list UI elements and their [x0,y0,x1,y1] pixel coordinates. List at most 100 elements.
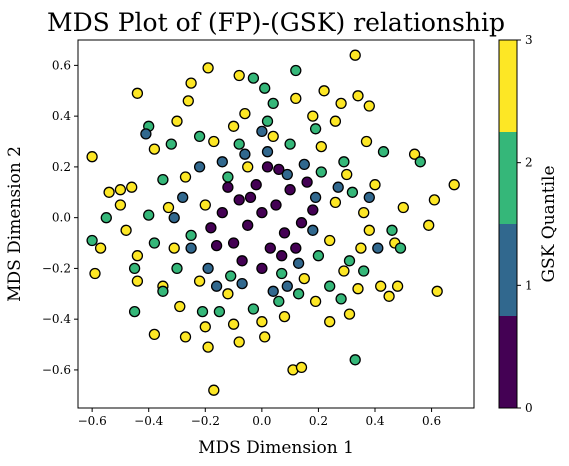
data-point [148,143,161,155]
data-point [290,64,302,77]
data-point [157,285,169,297]
data-point [250,179,262,191]
data-point [346,186,359,198]
data-point [391,280,404,292]
data-point [397,201,409,214]
data-point [284,184,296,196]
data-point [216,206,228,219]
data-point [270,199,282,211]
y-tick-label: −0.6 [42,363,71,377]
data-point [202,62,214,74]
y-axis: −0.6 −0.4 −0.2 0.0 0.2 0.4 0.6 [42,58,78,377]
data-point [295,361,308,374]
data-point [216,156,228,168]
y-tick-label: 0.4 [52,109,71,123]
data-point [128,262,141,275]
data-point [341,168,353,181]
data-point [383,290,395,302]
chart-title: MDS Plot of (FP)-(GSK) relationship [47,8,505,37]
data-point [227,120,240,132]
data-point [301,176,313,188]
data-point [343,255,356,267]
data-point [199,199,211,211]
data-point [148,237,161,249]
data-point [358,265,370,277]
data-point [131,275,144,287]
data-point [276,250,288,262]
data-point [414,156,426,168]
data-point [185,229,197,242]
data-point [225,270,237,282]
data-point [312,250,325,262]
y-tick-label: 0.0 [52,211,71,225]
y-tick-label: 0.2 [52,160,71,174]
data-point [205,222,217,234]
data-point [298,272,310,285]
data-point [318,85,330,97]
colorbar-band [499,316,517,408]
data-point [281,168,293,181]
data-point [259,331,271,343]
data-point [431,285,443,297]
data-point [369,179,381,191]
data-point [315,166,327,178]
data-point [222,171,234,183]
data-point [196,305,209,318]
data-point [114,184,127,196]
y-tick-label: −0.2 [42,261,71,275]
data-point [375,280,387,292]
data-point [239,148,251,160]
data-point [126,181,138,193]
data-point [338,265,350,277]
y-axis-label: MDS Dimension 2 [5,146,25,302]
data-point [233,194,245,206]
data-point [131,87,144,99]
data-point [335,97,347,110]
data-point [448,179,460,191]
data-point [343,308,356,320]
data-point [208,135,220,148]
data-point [363,100,375,112]
data-point [128,305,141,318]
colorbar-tick-label: 3 [525,33,533,47]
data-point [120,224,132,236]
data-point [140,128,152,140]
data-point [193,130,206,143]
data-point [309,295,322,308]
x-tick-label: 0.2 [309,414,328,428]
data-point [157,173,169,186]
data-point [276,267,288,280]
data-point [278,310,291,323]
data-point [247,72,260,84]
data-point [394,242,407,254]
data-point [236,255,248,267]
data-point [278,227,291,239]
data-point [352,283,364,295]
data-point [256,125,268,138]
data-point [329,115,342,127]
data-point [292,257,305,269]
plot-frame [77,39,475,409]
data-point [222,181,234,193]
data-point [284,138,296,150]
data-point [208,384,220,396]
x-tick-label: 0.0 [252,414,271,428]
data-point [236,277,248,290]
data-point [349,354,361,366]
data-point [168,242,180,254]
data-point [182,95,194,107]
data-point [295,217,308,229]
data-point [290,242,302,254]
data-point [377,146,390,158]
data-point [131,250,144,262]
colorbar-frame [498,39,518,409]
data-point [233,336,245,348]
data-point [324,280,336,292]
data-point [174,300,186,313]
colorbar-band [499,40,517,132]
data-point [114,199,127,211]
data-point [372,242,384,254]
data-point [267,285,279,297]
data-point [307,204,319,216]
data-point [185,242,197,254]
